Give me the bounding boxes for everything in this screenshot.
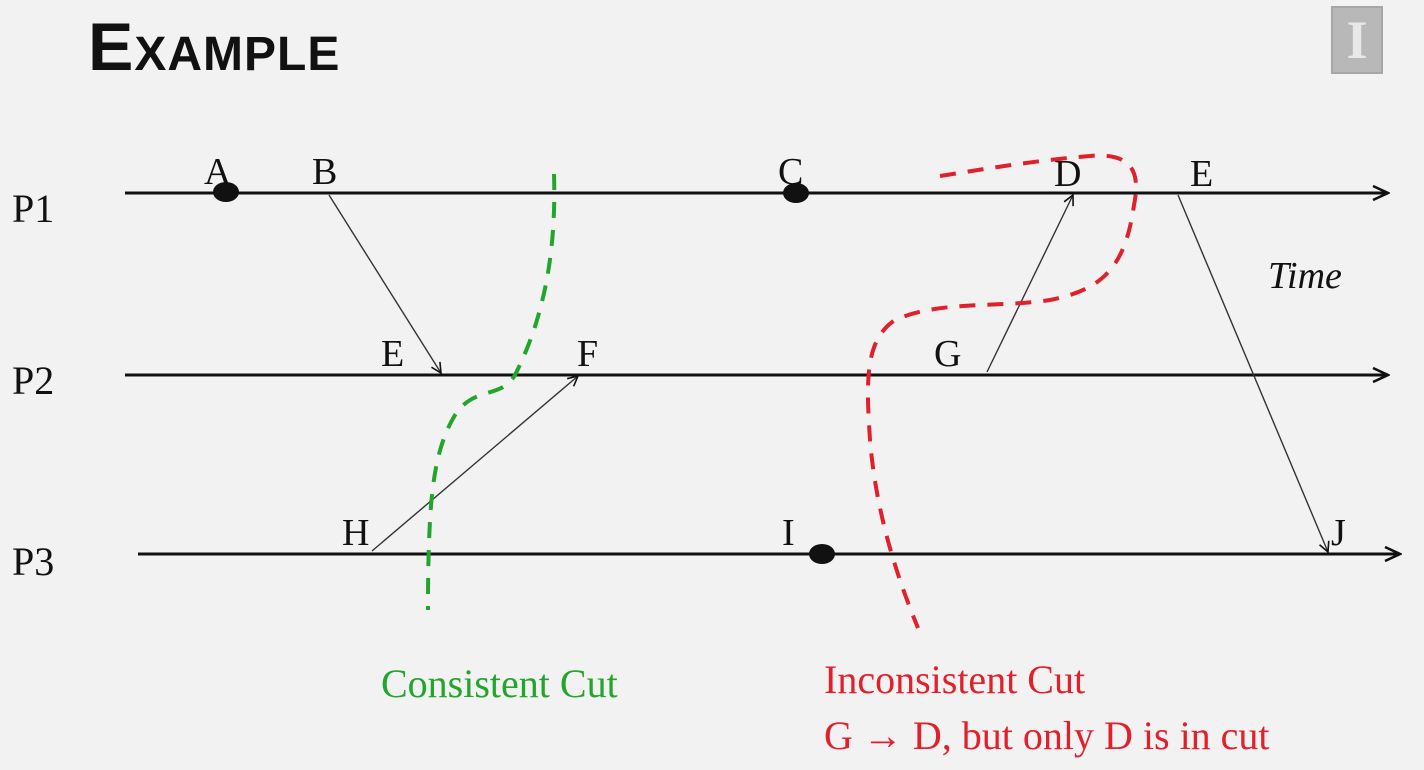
event-label-e2: E (381, 333, 404, 375)
message-h-to-f (371, 376, 578, 552)
inconsistent-cut-note: G → D, but only D is in cut (824, 713, 1270, 758)
event-label-j: J (1331, 512, 1346, 554)
process-label-p1: P1 (12, 186, 54, 231)
inconsistent-cut-caption: Inconsistent Cut G → D, but only D is in… (824, 652, 1270, 764)
event-label-c: C (778, 151, 803, 193)
event-label-i: I (782, 512, 795, 554)
logo-icon: I (1331, 6, 1383, 74)
message-g-to-d (986, 195, 1073, 373)
event-label-b: B (312, 151, 337, 193)
event-label-h: H (342, 512, 369, 554)
event-label-e1: E (1190, 153, 1213, 195)
inconsistent-cut-line (866, 153, 1139, 629)
message-e-to-j (1177, 194, 1328, 552)
event-dot-i (809, 544, 835, 564)
event-label-a: A (204, 151, 232, 193)
event-label-g: G (934, 333, 961, 375)
message-b-to-e (328, 194, 441, 373)
slide-title: Example (88, 9, 341, 85)
event-dot-c (783, 183, 809, 203)
event-dot-a (213, 182, 239, 202)
consistent-cut-line (426, 173, 557, 611)
time-axis-label: Time (1268, 255, 1342, 297)
process-label-p3: P3 (12, 539, 54, 584)
consistent-cut-caption: Consistent Cut (381, 661, 618, 706)
inconsistent-cut-label: Inconsistent Cut (824, 657, 1086, 702)
event-label-f: F (577, 333, 598, 375)
process-label-p2: P2 (12, 358, 54, 403)
